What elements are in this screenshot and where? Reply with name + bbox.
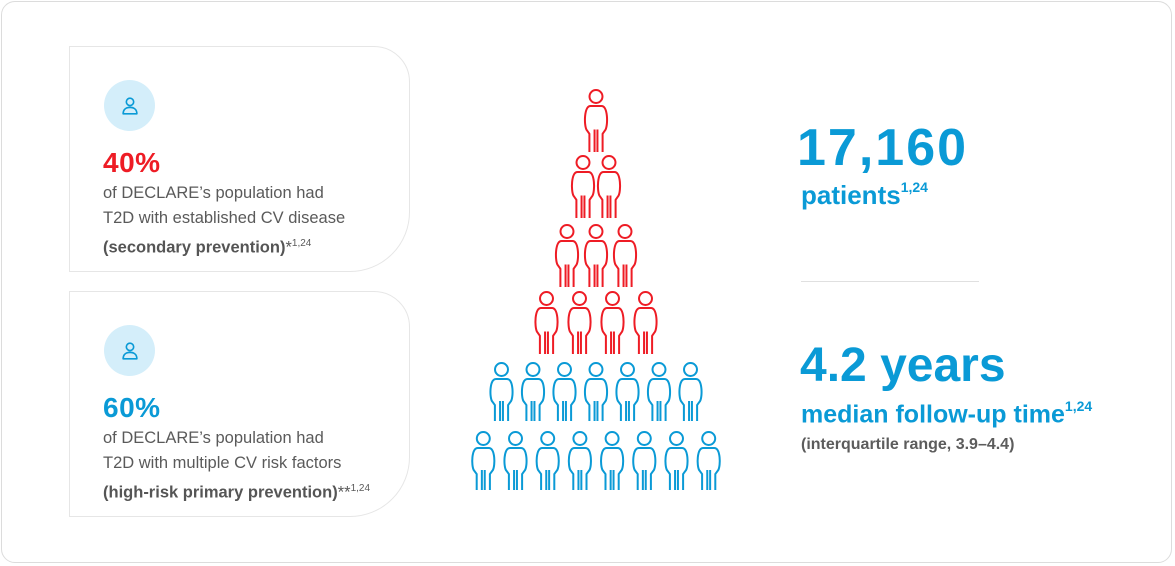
avatar [104, 325, 155, 376]
person-figure [583, 362, 609, 421]
person-figure [554, 224, 580, 287]
person-figure [489, 362, 514, 421]
person-figure [612, 224, 638, 287]
desc-line: of DECLARE’s population had [103, 429, 324, 447]
person-icon [121, 341, 138, 360]
years-value: 4.2 years [800, 339, 1006, 392]
person-figure [534, 291, 559, 354]
person-figure [552, 362, 577, 421]
card-description: of DECLARE’s population had T2D with mul… [103, 426, 409, 506]
followup-label-line: median follow-up time1,24 [801, 398, 1093, 429]
patients-references: 1,24 [900, 179, 928, 196]
references: 1,24 [350, 483, 371, 494]
person-icon [121, 96, 138, 115]
person-figure [583, 224, 609, 287]
desc-line: T2D with established CV disease [103, 209, 346, 227]
person-figure [615, 362, 640, 421]
person-figure [596, 155, 622, 218]
primary-prevention-card: 60% of DECLARE’s population had T2D with… [69, 291, 410, 517]
percent-value: 60% [103, 392, 161, 423]
bold-label: (high-risk primary prevention) [103, 483, 338, 502]
patients-label: patients [801, 180, 901, 210]
person-figure [632, 431, 657, 490]
person-figure [664, 431, 689, 490]
followup-references: 1,24 [1064, 398, 1093, 414]
person-figure [678, 362, 703, 421]
person-figure [646, 362, 672, 421]
person-figure [633, 291, 658, 354]
patients-number: 17,160 [797, 119, 969, 177]
person-figure [570, 155, 596, 218]
person-figure [600, 431, 625, 490]
desc-line: of DECLARE’s population had [103, 184, 324, 202]
person-figure [600, 291, 625, 354]
card-description: of DECLARE’s population had T2D with est… [103, 181, 409, 261]
bold-label: (secondary prevention) [103, 238, 286, 257]
desc-bold-line: (high-risk primary prevention)**1,24 [103, 476, 409, 506]
desc-line: T2D with multiple CV risk factors [103, 454, 342, 472]
references: 1,24 [291, 238, 312, 249]
person-figure [535, 431, 560, 490]
person-figure [696, 431, 721, 490]
secondary-prevention-card: 40% of DECLARE’s population had T2D with… [69, 46, 410, 272]
desc-bold-line: (secondary prevention)*1,24 [103, 231, 409, 261]
divider [801, 281, 979, 282]
footnote-marker: ** [337, 483, 351, 502]
person-figure [503, 431, 528, 490]
avatar [104, 80, 155, 131]
followup-label: median follow-up time [801, 400, 1065, 429]
person-figure [567, 431, 592, 490]
percent-value: 40% [103, 147, 161, 178]
footnote-marker: * [285, 238, 292, 257]
person-figure [471, 431, 496, 490]
patients-label-line: patients1,24 [801, 179, 928, 211]
iqr-note: (interquartile range, 3.9–4.4) [801, 436, 1015, 453]
person-figure [583, 88, 609, 152]
population-figure [471, 88, 721, 490]
person-figure [520, 362, 546, 421]
person-figure [567, 291, 592, 354]
